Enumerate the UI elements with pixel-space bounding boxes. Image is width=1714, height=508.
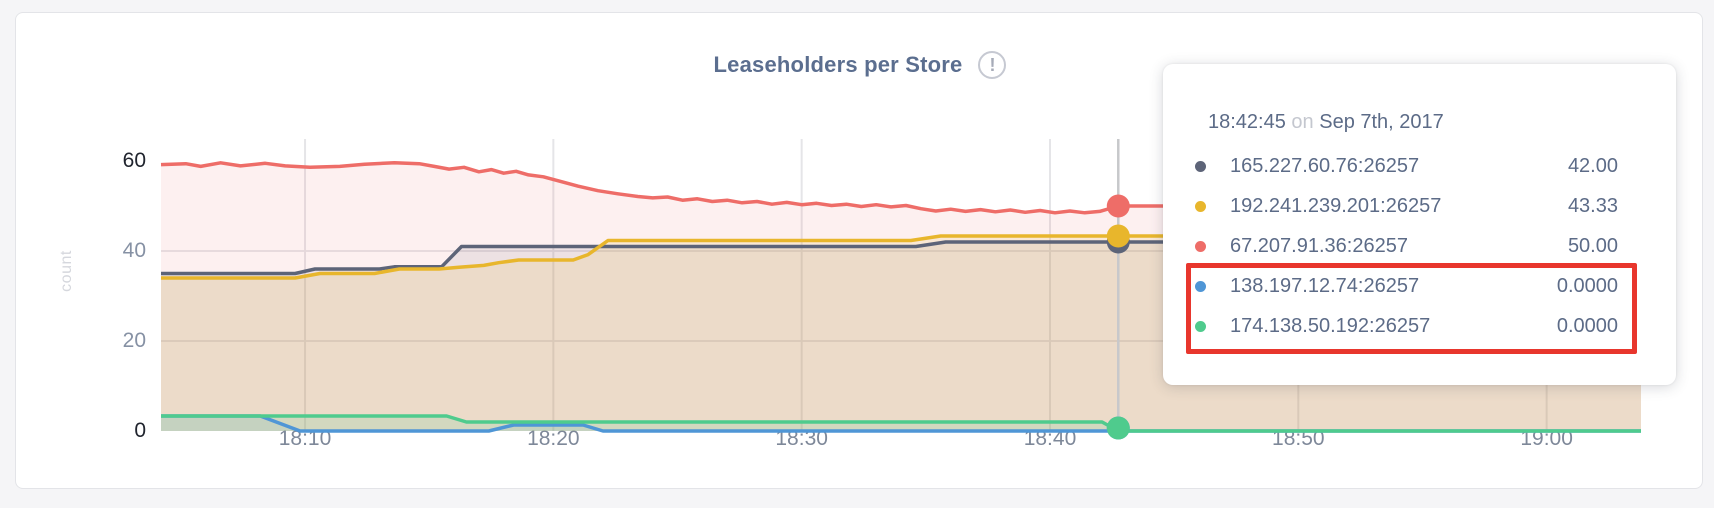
- tooltip-row: 165.227.60.76:26257 42.00: [1195, 146, 1618, 186]
- tooltip-row: 192.241.239.201:26257 43.33: [1195, 186, 1618, 226]
- tooltip-legend-rows: 165.227.60.76:26257 42.00 192.241.239.201:…: [1195, 146, 1618, 346]
- tooltip-series-label: 165.227.60.76:26257: [1230, 154, 1420, 177]
- y-axis-label: count: [58, 250, 75, 292]
- hover-marker: [1106, 194, 1130, 218]
- series-line: [161, 414, 1641, 433]
- tooltip-on-word: on: [1291, 111, 1314, 133]
- tooltip-series-value: 43.33: [1567, 194, 1618, 217]
- series-color-dot-icon: [1195, 240, 1206, 252]
- tooltip-series-value: 50.00: [1567, 234, 1618, 257]
- series-area: [161, 416, 1641, 431]
- tooltip-date: Sep 7th, 2017: [1319, 111, 1444, 133]
- info-exclamation-icon[interactable]: !: [978, 51, 1007, 79]
- y-tick-label: 20: [122, 329, 146, 352]
- series-color-dot-icon: [1195, 200, 1206, 212]
- tooltip-timestamp: 18:42:45 on Sep 7th, 2017: [1208, 110, 1618, 134]
- tooltip-time: 18:42:45: [1208, 111, 1286, 133]
- tooltip-row: 67.207.91.36:26257 50.00: [1195, 226, 1618, 266]
- series-line: [160, 161, 1641, 215]
- chart-header: Leaseholders per Store !: [16, 51, 1704, 79]
- series-color-dot-icon: [1195, 160, 1206, 172]
- series-color-dot-icon: [1195, 280, 1206, 292]
- y-tick-label: 40: [122, 239, 146, 262]
- hover-tooltip: 18:42:45 on Sep 7th, 2017 165.227.60.76:…: [1163, 64, 1676, 385]
- y-tick-label: 60: [122, 149, 146, 172]
- tooltip-series-value: 0.0000: [1556, 314, 1618, 337]
- series-line: [161, 240, 1641, 276]
- tooltip-series-value: 42.00: [1567, 154, 1618, 177]
- hover-marker: [1106, 224, 1130, 248]
- x-tick-label: 18:20: [527, 427, 580, 450]
- tooltip-row: 138.197.12.74:26257 0.0000: [1195, 266, 1618, 306]
- series-line: [161, 234, 1641, 280]
- chart-card: Leaseholders per Store ! count 0 20 40 60 1…: [15, 12, 1703, 489]
- tooltip-series-label: 138.197.12.74:26257: [1230, 274, 1420, 297]
- series-color-dot-icon: [1195, 320, 1206, 332]
- y-tick-label: 0: [134, 419, 146, 442]
- tooltip-series-value: 0.0000: [1556, 274, 1618, 297]
- tooltip-series-label: 67.207.91.36:26257: [1230, 234, 1408, 257]
- tooltip-series-label: 192.241.239.201:26257: [1230, 194, 1442, 217]
- series-line: [161, 414, 1641, 433]
- tooltip-row: 174.138.50.192:26257 0.0000: [1195, 306, 1618, 346]
- chart-title: Leaseholders per Store: [713, 52, 963, 77]
- tooltip-series-label: 174.138.50.192:26257: [1230, 314, 1431, 337]
- hover-marker: [1106, 416, 1130, 440]
